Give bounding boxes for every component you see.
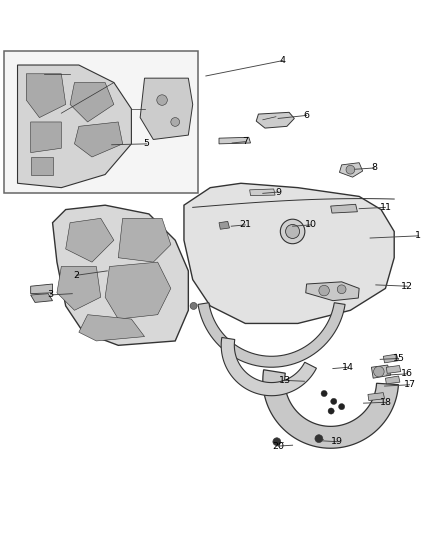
Text: 8: 8	[371, 164, 378, 173]
Text: 5: 5	[144, 139, 150, 148]
Circle shape	[319, 285, 329, 296]
Text: 6: 6	[304, 111, 310, 120]
Polygon shape	[57, 266, 101, 310]
Polygon shape	[31, 122, 61, 152]
Circle shape	[286, 224, 300, 238]
Polygon shape	[118, 219, 171, 262]
Polygon shape	[219, 138, 251, 144]
Circle shape	[280, 219, 305, 244]
Circle shape	[328, 408, 334, 414]
Polygon shape	[385, 376, 400, 384]
Polygon shape	[31, 157, 53, 174]
Text: 4: 4	[279, 56, 286, 65]
Polygon shape	[70, 83, 114, 122]
Polygon shape	[368, 393, 385, 400]
Text: 21: 21	[239, 220, 251, 229]
Polygon shape	[221, 337, 316, 395]
Text: 10: 10	[305, 220, 317, 229]
Text: 19: 19	[331, 437, 343, 446]
Circle shape	[315, 435, 323, 442]
Polygon shape	[31, 294, 53, 302]
FancyBboxPatch shape	[4, 51, 198, 193]
Polygon shape	[339, 163, 363, 177]
Circle shape	[346, 165, 355, 174]
Circle shape	[331, 398, 337, 405]
Text: 1: 1	[415, 231, 421, 240]
Circle shape	[339, 403, 345, 410]
Text: 11: 11	[379, 203, 392, 212]
Text: 12: 12	[401, 282, 413, 290]
Text: 20: 20	[272, 441, 284, 450]
Text: 16: 16	[401, 369, 413, 378]
Polygon shape	[306, 282, 359, 301]
Polygon shape	[79, 314, 145, 341]
Circle shape	[321, 391, 327, 397]
Polygon shape	[184, 183, 394, 324]
Polygon shape	[18, 65, 131, 188]
Polygon shape	[371, 365, 391, 378]
Circle shape	[157, 95, 167, 106]
Text: 7: 7	[242, 137, 248, 146]
Polygon shape	[74, 122, 123, 157]
Polygon shape	[26, 74, 66, 118]
Circle shape	[171, 118, 180, 126]
Polygon shape	[31, 284, 53, 294]
Polygon shape	[386, 366, 401, 374]
Polygon shape	[250, 189, 275, 196]
Text: 18: 18	[379, 398, 392, 407]
Circle shape	[337, 285, 346, 294]
Polygon shape	[219, 221, 230, 229]
Polygon shape	[331, 204, 357, 213]
Circle shape	[374, 366, 384, 377]
Text: 3: 3	[47, 290, 53, 300]
Polygon shape	[53, 205, 188, 345]
Polygon shape	[198, 303, 345, 367]
Text: 17: 17	[403, 380, 416, 389]
Polygon shape	[66, 219, 114, 262]
Polygon shape	[256, 112, 294, 128]
Text: 9: 9	[275, 188, 281, 197]
Text: 14: 14	[342, 363, 354, 372]
Text: 2: 2	[74, 271, 80, 280]
Text: 13: 13	[279, 376, 291, 385]
Polygon shape	[383, 354, 399, 363]
Polygon shape	[263, 370, 399, 448]
Text: 15: 15	[392, 354, 405, 363]
Circle shape	[190, 302, 197, 310]
Polygon shape	[105, 262, 171, 319]
Polygon shape	[140, 78, 193, 140]
Circle shape	[273, 438, 281, 446]
